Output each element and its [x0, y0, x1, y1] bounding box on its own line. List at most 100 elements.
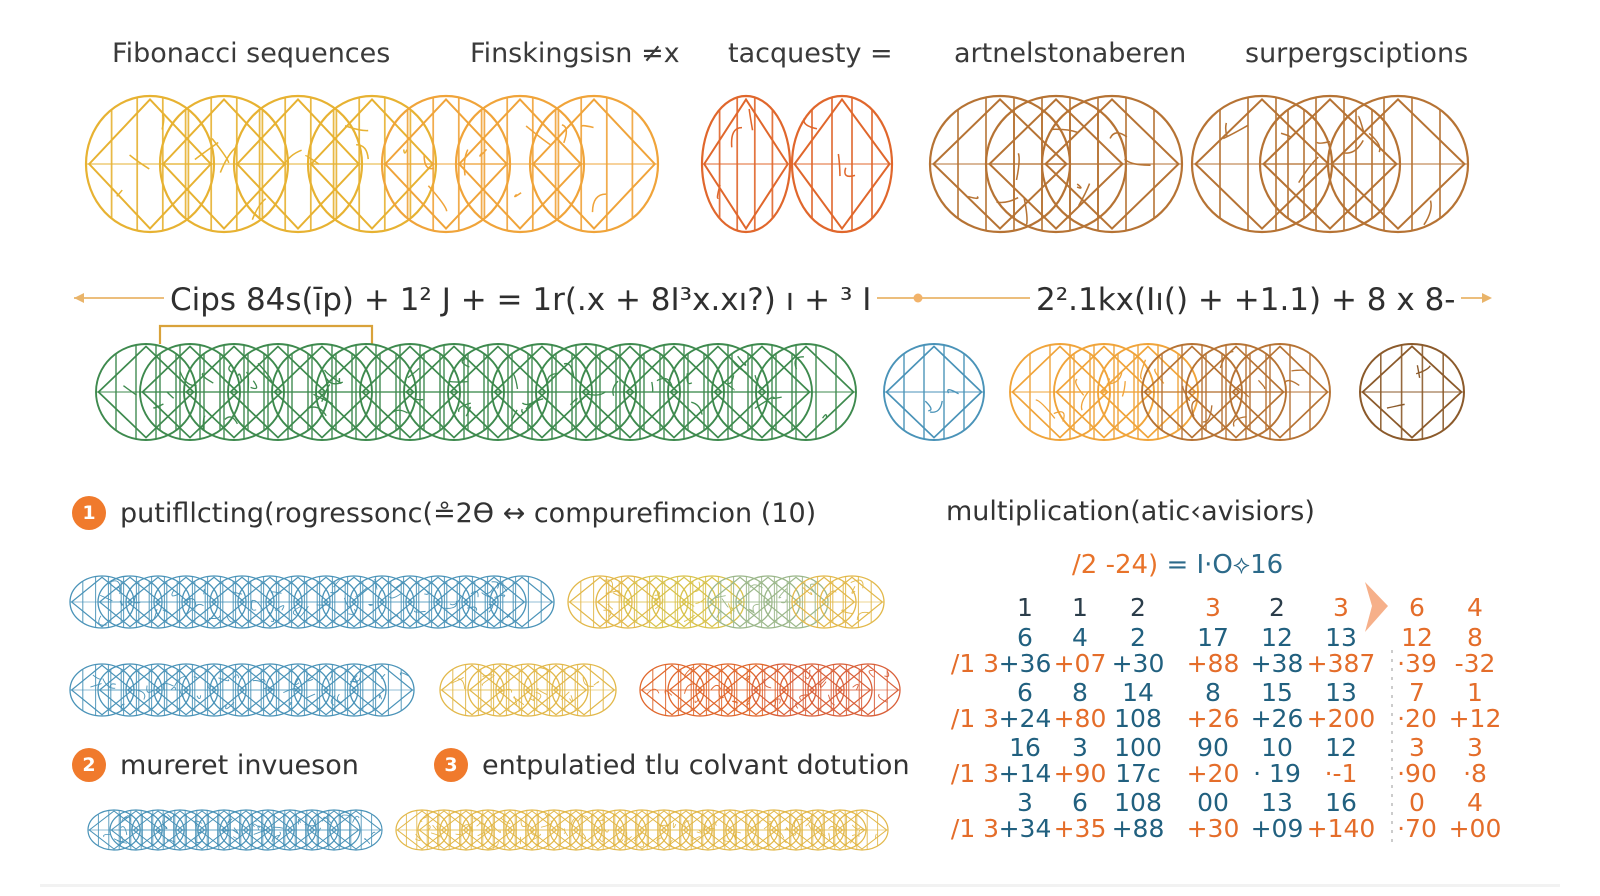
step-1: 1 putifllcting(rogressonc(≗2Ө ↔ compuref… [72, 496, 816, 530]
grid-row-prefix: /1 3 [951, 649, 999, 678]
grid-top-cell: 3 [1072, 733, 1088, 762]
grid-top-cell: 12 [1401, 623, 1433, 652]
grid-bottom-cell: ·70 [1397, 814, 1437, 843]
grid-header-cell: 3 [1205, 593, 1221, 622]
grid-bottom-cell: +38 [1251, 649, 1304, 678]
grid-bottom-cell: ·-1 [1325, 759, 1358, 788]
grid-top-cell: 108 [1114, 788, 1162, 817]
grid-top-cell: 8 [1467, 623, 1483, 652]
step-2-text: mureret invueson [120, 749, 359, 781]
arrow-head-right-icon [1482, 293, 1492, 303]
grid-header-cell: 3 [1333, 593, 1349, 622]
bead-tacquesty [790, 94, 894, 234]
grid-top-cell: 0 [1409, 788, 1425, 817]
bead-row4-gold [551, 663, 617, 717]
midpoint-dot-icon [913, 293, 923, 303]
grid-bottom-cell: ·20 [1397, 704, 1437, 733]
grid-top-cell: 8 [1072, 678, 1088, 707]
header-artnelstonaberen: artnelstonaberen [954, 38, 1187, 69]
grid-bottom-cell: +80 [1054, 704, 1107, 733]
grid-top-cell: 12 [1325, 733, 1357, 762]
bead-row3-blue [489, 575, 555, 629]
grid-row-prefix: /1 3 [951, 759, 999, 788]
bead-finskingsisn [700, 94, 792, 234]
step-2: 2 mureret invueson [72, 748, 359, 782]
grid-bottom-cell: +34 [999, 814, 1052, 843]
grid-top-cell: 90 [1197, 733, 1229, 762]
bead-surpergsciptions [1326, 94, 1470, 234]
bead-blue [883, 343, 985, 441]
grid-bottom-cell: +30 [1187, 814, 1240, 843]
bead-fibonacci [84, 94, 216, 234]
grid-top-cell: 13 [1325, 678, 1357, 707]
grid-top-cell: 00 [1197, 788, 1229, 817]
bead-row5-blue [329, 809, 383, 851]
grid-bottom-cell: +14 [999, 759, 1052, 788]
grid-top-cell: 8 [1205, 678, 1221, 707]
step-3: 3 entpulatied tlu colvant dotution [434, 748, 910, 782]
grid-header-cell: 2 [1130, 593, 1146, 622]
grid-top-cell: 4 [1072, 623, 1088, 652]
equation-suffix: = I·O⟡16 [1158, 550, 1284, 580]
bead-fibonacci [528, 94, 660, 234]
grid-header-cell: 4 [1467, 593, 1483, 622]
grid-header-cell: 2 [1269, 593, 1285, 622]
grid-top-cell: 2 [1130, 623, 1146, 652]
grid-bottom-cell: +88 [1112, 814, 1165, 843]
grid-top-cell: 12 [1261, 623, 1293, 652]
grid-bottom-cell: +140 [1307, 814, 1376, 843]
grid-bottom-cell: +88 [1187, 649, 1240, 678]
equation-prefix: /2 -24) [1072, 550, 1159, 580]
formula-right: 2².1kx(Iı() + +1.1) + 8 x 8- [1030, 282, 1462, 318]
step-1-badge: 1 [72, 496, 106, 530]
grid-top-cell: 1 [1467, 678, 1483, 707]
bracket-marker [158, 324, 374, 344]
grid-bottom-cell: +26 [1251, 704, 1304, 733]
bead-row5-gold [835, 809, 889, 851]
arrow-head-left-icon [74, 293, 84, 303]
grid-top-cell: 13 [1261, 788, 1293, 817]
grid-bottom-cell: ·39 [1397, 649, 1437, 678]
grid-bottom-cell: +387 [1307, 649, 1376, 678]
chevron-right-icon [1365, 582, 1388, 632]
grid-bottom-cell: -32 [1455, 649, 1496, 678]
grid-bottom-cell: ·8 [1463, 759, 1487, 788]
grid-top-cell: 7 [1409, 678, 1425, 707]
footer-divider [40, 884, 1560, 887]
formula-left: Cips 84s(īp) + 1² J + = 1r(.x + 8I³x.xı?… [164, 282, 878, 318]
header-finskingsisn: Finskingsisn ≠x [470, 38, 680, 69]
bead-row4-red [835, 663, 901, 717]
header-fibonacci-sequences: Fibonacci sequences [112, 38, 391, 69]
grid-row-prefix: /1 3 [951, 814, 999, 843]
grid-bottom-cell: +35 [1054, 814, 1107, 843]
grid-bottom-cell: +30 [1112, 649, 1165, 678]
bead-artnelstonaberen [1040, 94, 1184, 234]
grid-top-cell: 6 [1072, 788, 1088, 817]
grid-bottom-cell: · 19 [1253, 759, 1301, 788]
bead-dark [1359, 343, 1465, 441]
grid-bottom-cell: +24 [999, 704, 1052, 733]
grid-bottom-cell: 17c [1115, 759, 1161, 788]
grid-top-cell: 100 [1114, 733, 1162, 762]
grid-top-cell: 4 [1467, 788, 1483, 817]
bead-row3-mix [819, 575, 885, 629]
grid-bottom-cell: +200 [1307, 704, 1376, 733]
bead-green [755, 343, 857, 441]
grid-header-cell: 1 [1017, 593, 1033, 622]
grid-top-cell: 6 [1017, 678, 1033, 707]
grid-bottom-cell: +09 [1251, 814, 1304, 843]
multiplication-equation: /2 -24) = I·O⟡16 [1072, 550, 1283, 581]
grid-row-prefix: /1 3 [951, 704, 999, 733]
grid-top-cell: 17 [1197, 623, 1229, 652]
grid-bottom-cell: +90 [1054, 759, 1107, 788]
step-1-text: putifllcting(rogressonc(≗2Ө ↔ compurefim… [120, 497, 817, 529]
grid-top-cell: 3 [1409, 733, 1425, 762]
grid-bottom-cell: +12 [1449, 704, 1502, 733]
grid-header-cell: 1 [1072, 593, 1088, 622]
grid-header-cell: 6 [1409, 593, 1425, 622]
grid-bottom-cell: ·90 [1397, 759, 1437, 788]
grid-bottom-cell: +07 [1054, 649, 1107, 678]
step-2-badge: 2 [72, 748, 106, 782]
header-surpergsciptions: surpergsciptions [1245, 38, 1469, 69]
